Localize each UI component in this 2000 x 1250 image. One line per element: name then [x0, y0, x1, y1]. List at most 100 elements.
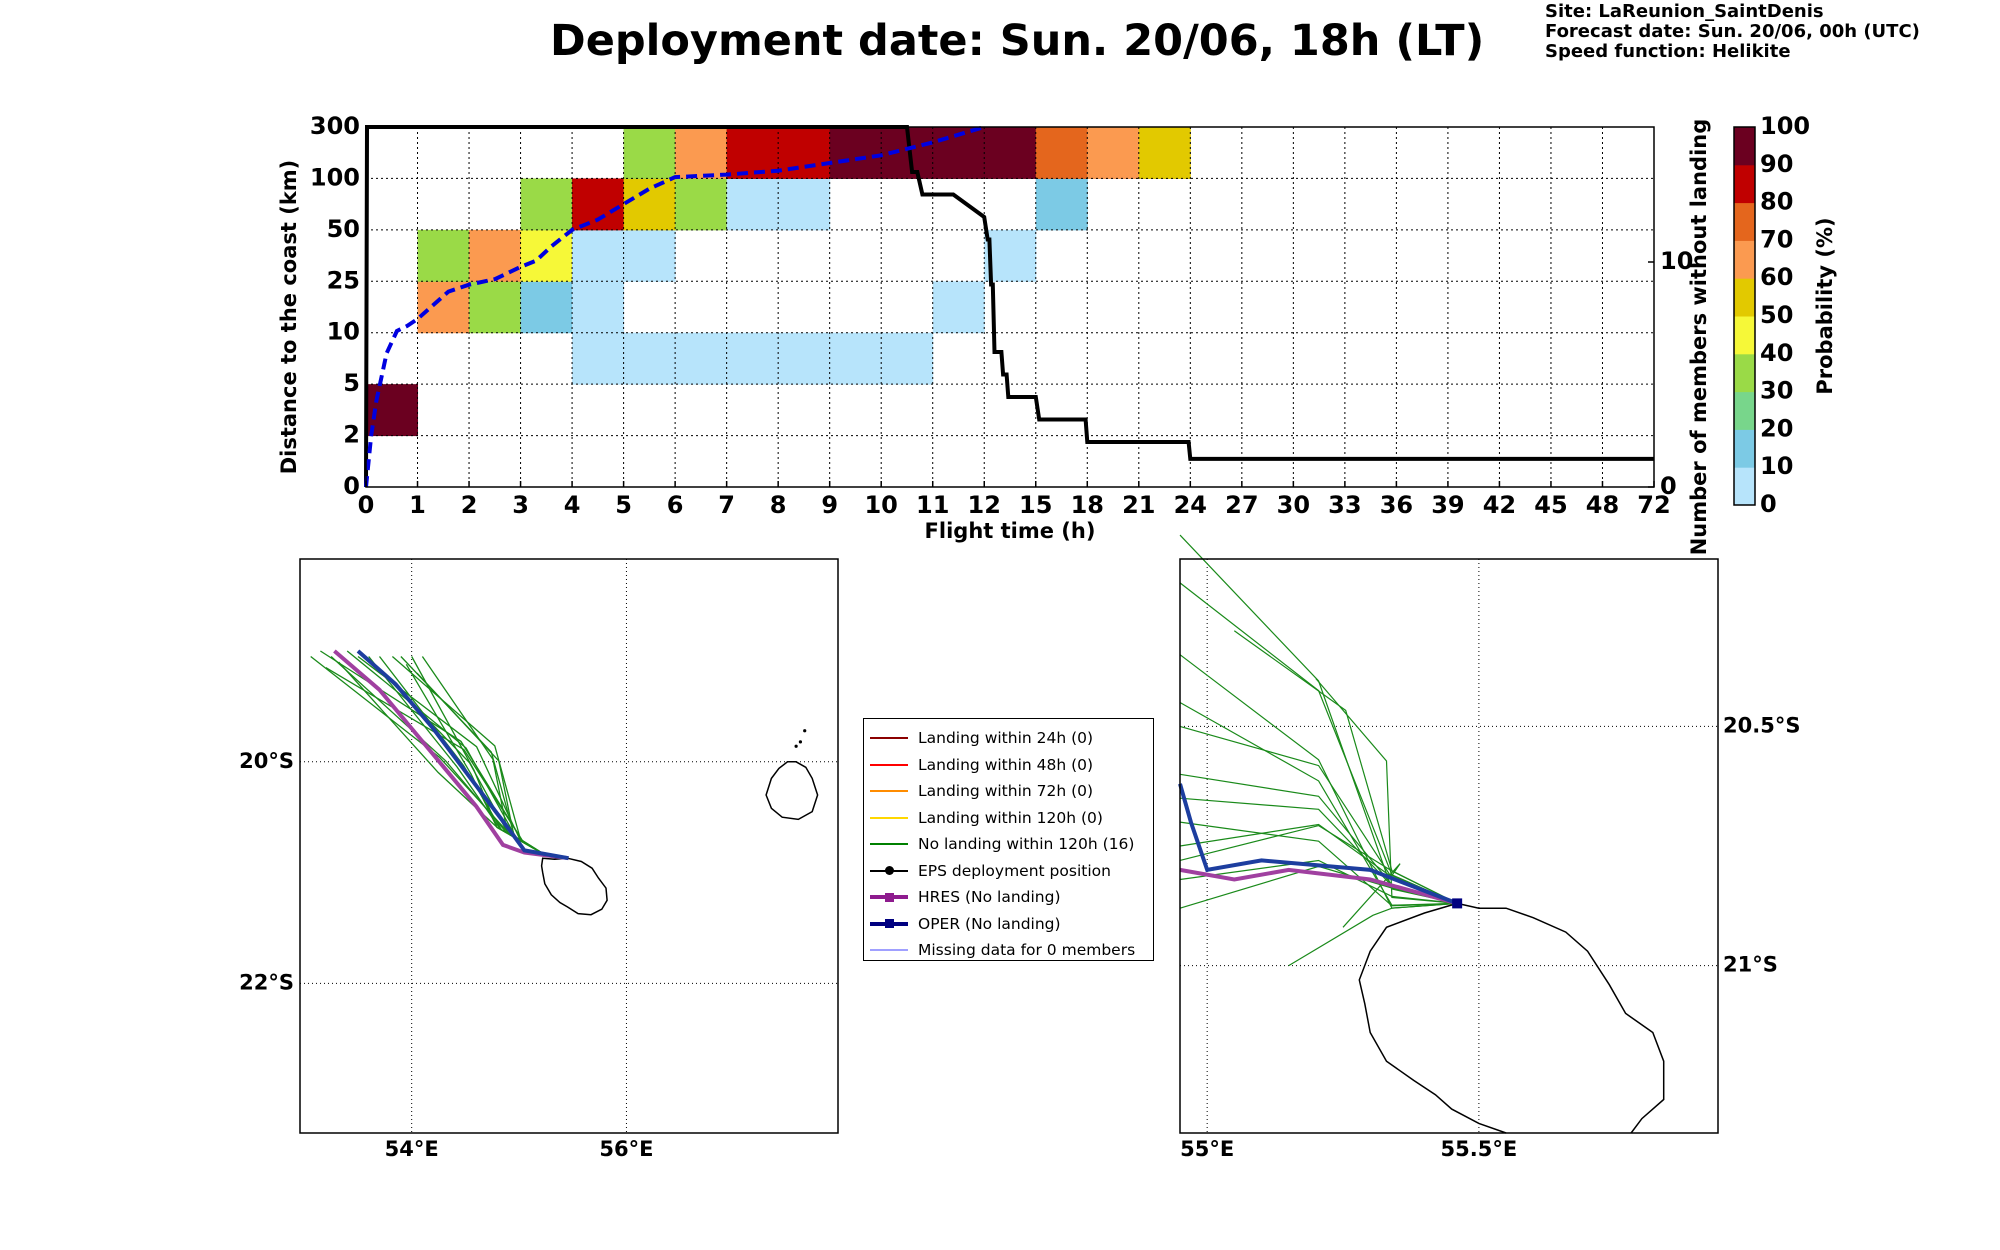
member-trajectory [378, 656, 569, 859]
colorbar-tick-label: 60 [1760, 263, 1793, 291]
x-tick-label: 72 [1637, 491, 1670, 519]
colorbar-tick-label: 0 [1760, 490, 1777, 518]
heatmap-cell [778, 127, 831, 179]
legend-entry: HRES (No landing) [868, 884, 1153, 911]
x-tick-label: 21 [1122, 491, 1155, 519]
colorbar-segment [1734, 353, 1755, 393]
overview-map: 54°E 56°E 20°S 22°S [239, 558, 839, 1161]
x-tick-label: 0 [358, 491, 375, 519]
hres-trajectory [333, 649, 569, 861]
map-lat-label: 20°S [239, 749, 294, 773]
legend-swatch [868, 944, 910, 956]
map-lat-label: 22°S [239, 970, 294, 994]
heatmap-cell [726, 127, 779, 179]
heatmap-cell [572, 281, 625, 334]
legend-entry: OPER (No landing) [868, 911, 1153, 938]
members-without-landing-line [364, 125, 1654, 488]
x-tick-label: 15 [1019, 491, 1052, 519]
heatmap-cell [417, 229, 470, 282]
legend-swatch-line [870, 949, 908, 951]
zoom-map: 55°E 55.5°E 20.5°S 21°S [1178, 534, 1800, 1161]
legend-entry: Landing within 48h (0) [868, 752, 1153, 779]
speed-function-label: Speed function: Helikite [1545, 41, 1791, 62]
map-frame [299, 558, 839, 1134]
colorbar-tick-label: 30 [1760, 377, 1793, 405]
heatmap-cell [520, 281, 573, 334]
x-tick-label: 4 [564, 491, 581, 519]
legend-swatch-line [870, 763, 908, 766]
legend-swatch [868, 812, 910, 824]
heatmap-frame [365, 126, 1655, 488]
x-tick-label: 36 [1380, 491, 1413, 519]
colorbar-tick-label: 50 [1760, 301, 1793, 329]
y-tick-label: 10 [327, 318, 360, 346]
colorbar-segment [1734, 164, 1755, 204]
y2-tick-label: 0 [1660, 472, 1677, 500]
x-axis-label: Flight time (h) [925, 519, 1096, 543]
heatmap-cell [778, 332, 831, 385]
legend-label: EPS deployment position [918, 861, 1111, 880]
legend-entry: No landing within 120h (16) [868, 831, 1153, 858]
legend-swatch [868, 838, 910, 850]
heatmap-cell [572, 229, 625, 282]
legend-swatch [868, 918, 910, 930]
x-tick-label: 18 [1071, 491, 1104, 519]
colorbar-segment [1734, 429, 1755, 468]
legend-swatch [868, 732, 910, 744]
x-tick-label: 7 [718, 491, 735, 519]
heatmap-cell [417, 281, 470, 334]
colorbar-tick-label: 100 [1760, 112, 1810, 140]
heatmap-cell [829, 332, 882, 385]
y2-axis-label: Number of members without landing [1687, 119, 1711, 556]
islet [794, 744, 798, 748]
deployment-marker [1452, 898, 1463, 909]
legend-label: OPER (No landing) [918, 914, 1061, 933]
islet [798, 740, 803, 744]
x-tick-label: 8 [770, 491, 787, 519]
heatmap-cell [1035, 127, 1088, 179]
colorbar-tick-label: 40 [1760, 339, 1793, 367]
y-tick-label: 0 [343, 472, 360, 500]
legend-swatch-line [870, 790, 908, 793]
x-tick-label: 1 [409, 491, 426, 519]
x-tick-label: 24 [1174, 491, 1207, 519]
colorbar-frame [1733, 126, 1756, 506]
legend-entry: EPS deployment position [868, 858, 1153, 885]
legend-swatch-marker [884, 866, 894, 876]
colorbar-segment [1734, 127, 1755, 166]
legend-swatch-marker [884, 919, 894, 929]
hres-trajectory [1179, 867, 1458, 906]
legend-entry: Landing within 120h (0) [868, 805, 1153, 832]
heatmap-cell [469, 229, 522, 282]
legend-swatch-line [870, 816, 908, 819]
x-tick-label: 45 [1534, 491, 1567, 519]
heatmap-cell [520, 229, 573, 282]
forecast-date-label: Forecast date: Sun. 20/06, 00h (UTC) [1545, 21, 1920, 42]
legend-label: HRES (No landing) [918, 888, 1061, 907]
map-lon-label: 56°E [599, 1137, 653, 1161]
legend-entry: Landing within 24h (0) [868, 725, 1153, 752]
colorbar-tick-label: 90 [1760, 150, 1793, 178]
member-trajectory [1179, 534, 1458, 904]
member-trajectory [1233, 630, 1458, 904]
oper-trajectory [356, 649, 569, 861]
map-lat-label: 20.5°S [1723, 713, 1800, 737]
legend-label: Landing within 72h (0) [918, 782, 1094, 801]
map-frame [1179, 558, 1719, 1134]
heatmap-cell [726, 178, 779, 231]
legend-label: Landing within 48h (0) [918, 755, 1094, 774]
median-distance-line [364, 125, 985, 488]
heatmap-cell [1035, 178, 1088, 231]
heatmap-cell [572, 178, 625, 231]
oper-trajectory [1178, 783, 1458, 906]
site-label: Site: LaReunion_SaintDenis [1545, 1, 1824, 22]
x-tick-label: 12 [968, 491, 1001, 519]
colorbar-segment [1734, 278, 1755, 317]
site-info: Site: LaReunion_SaintDenis Forecast date… [1545, 2, 1920, 62]
member-trajectory [320, 650, 569, 859]
x-tick-label: 2 [461, 491, 478, 519]
x-tick-label: 10 [864, 491, 897, 519]
member-trajectory [310, 655, 569, 859]
x-tick-label: 11 [916, 491, 949, 519]
y-tick-label: 300 [310, 112, 360, 140]
